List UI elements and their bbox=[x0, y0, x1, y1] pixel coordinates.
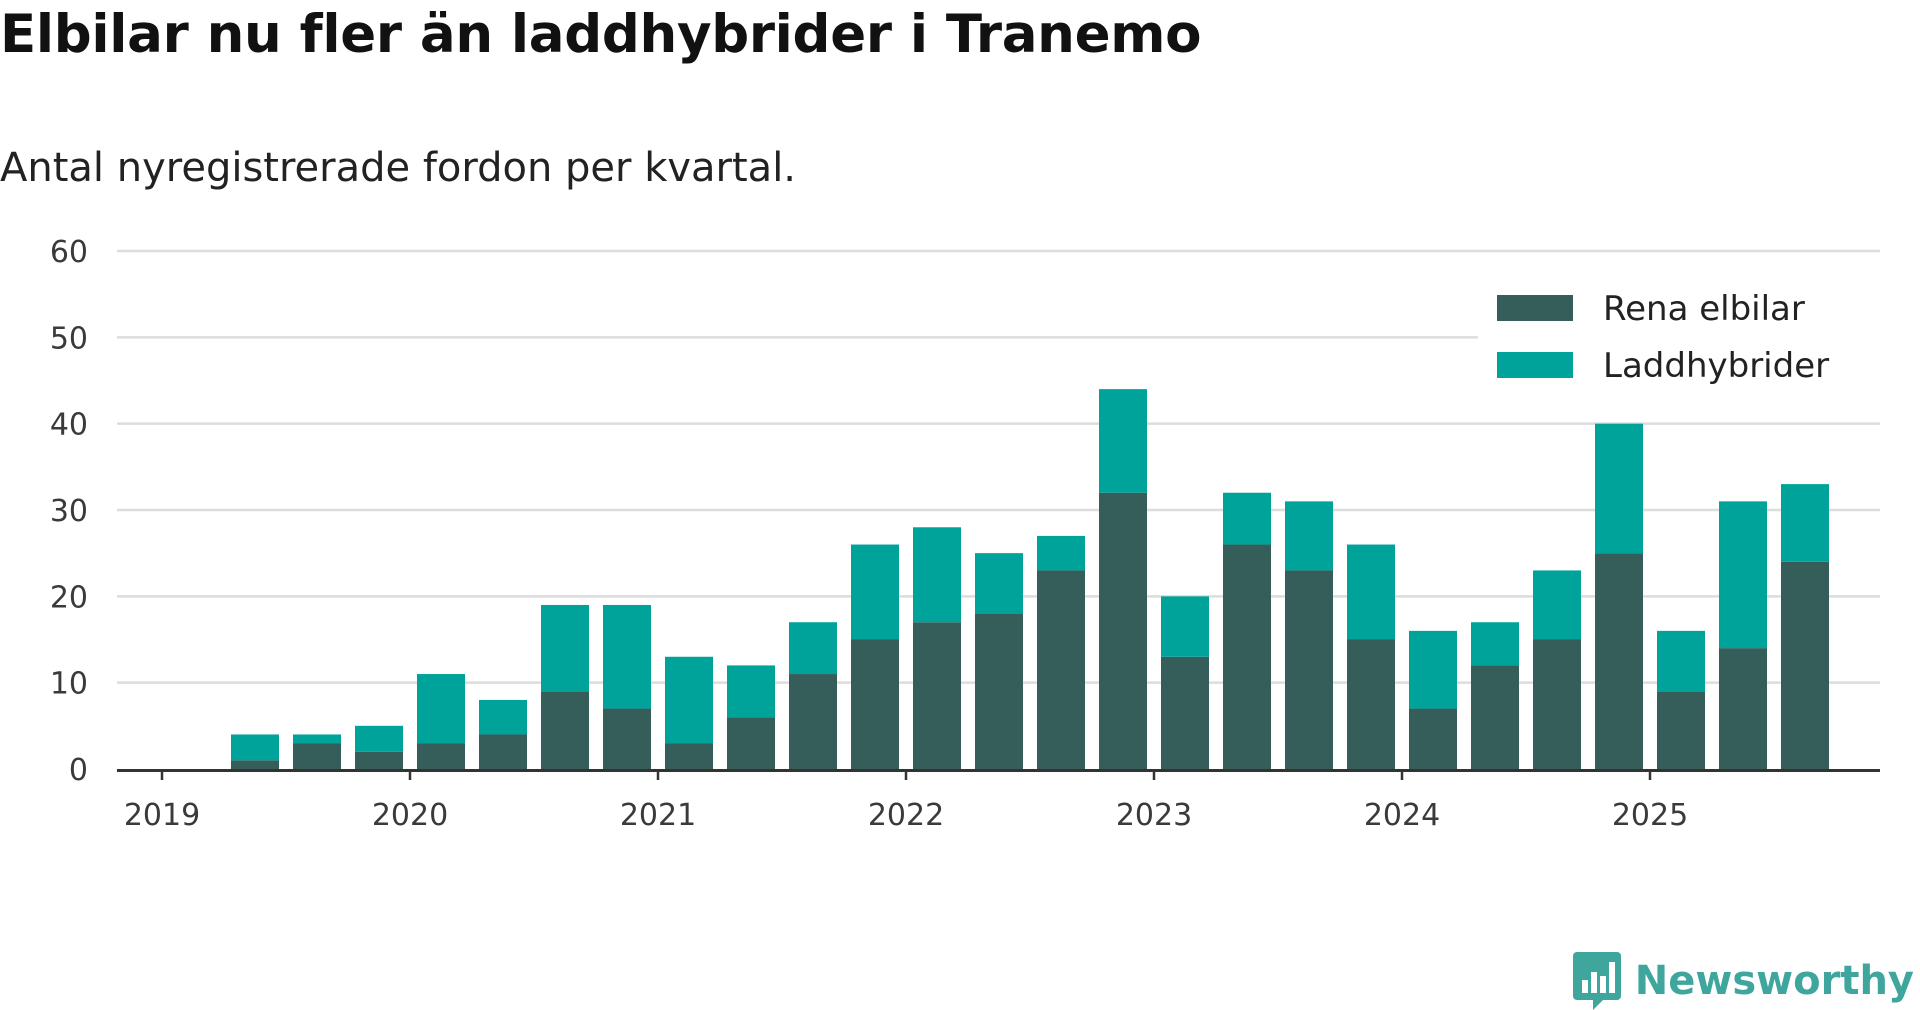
bars bbox=[231, 389, 1829, 769]
bar-rena-elbilar bbox=[1347, 639, 1395, 769]
bar-rena-elbilar bbox=[1285, 570, 1333, 769]
legend-label-laddhybrider: Laddhybrider bbox=[1603, 346, 1829, 386]
x-tick-label: 2019 bbox=[124, 798, 200, 833]
legend-swatch-rena-elbilar bbox=[1497, 295, 1573, 321]
bar-laddhybrider bbox=[975, 553, 1023, 614]
x-axis: 2019 2020 2021 2022 2023 2024 2025 bbox=[117, 769, 1880, 833]
bar-laddhybrider bbox=[1409, 630, 1457, 709]
bar-laddhybrider bbox=[1595, 423, 1643, 554]
bar-rena-elbilar bbox=[1719, 648, 1767, 769]
bar-rena-elbilar bbox=[665, 743, 713, 769]
bar-rena-elbilar bbox=[231, 760, 279, 769]
bar-laddhybrider bbox=[1223, 492, 1271, 545]
bar-rena-elbilar bbox=[975, 613, 1023, 769]
bar-laddhybrider bbox=[1037, 535, 1085, 571]
y-tick-label: 10 bbox=[50, 667, 88, 702]
bar-rena-elbilar bbox=[479, 734, 527, 769]
bar-rena-elbilar bbox=[913, 622, 961, 769]
bar-laddhybrider bbox=[1657, 630, 1705, 692]
legend-label-rena-elbilar: Rena elbilar bbox=[1603, 289, 1805, 329]
bar-rena-elbilar bbox=[1223, 544, 1271, 769]
y-tick-label: 40 bbox=[50, 408, 88, 443]
bar-rena-elbilar bbox=[789, 674, 837, 769]
brand-name: Newsworthy bbox=[1634, 958, 1914, 1004]
bar-rena-elbilar bbox=[1657, 691, 1705, 769]
bar-rena-elbilar bbox=[1595, 553, 1643, 769]
legend-swatch-laddhybrider bbox=[1497, 352, 1573, 378]
bar-rena-elbilar bbox=[541, 691, 589, 769]
bar-laddhybrider bbox=[293, 734, 341, 744]
y-tick-label: 0 bbox=[69, 753, 88, 788]
bar-laddhybrider bbox=[231, 734, 279, 761]
y-tick-label: 60 bbox=[50, 235, 88, 270]
y-tick-label: 50 bbox=[50, 321, 88, 356]
bar-laddhybrider bbox=[1781, 484, 1829, 562]
bar-laddhybrider bbox=[665, 656, 713, 744]
x-tick-label: 2020 bbox=[372, 798, 448, 833]
legend: Rena elbilar Laddhybrider bbox=[1478, 272, 1888, 394]
bar-laddhybrider bbox=[1533, 570, 1581, 640]
bar-laddhybrider bbox=[603, 604, 651, 709]
bar-rena-elbilar bbox=[1533, 639, 1581, 769]
bar-laddhybrider bbox=[1471, 622, 1519, 666]
newsworthy-logo-icon bbox=[1572, 952, 1621, 1010]
bar-rena-elbilar bbox=[603, 708, 651, 769]
bar-rena-elbilar bbox=[851, 639, 899, 769]
bar-laddhybrider bbox=[355, 725, 403, 752]
bar-laddhybrider bbox=[851, 544, 899, 640]
bar-rena-elbilar bbox=[1781, 561, 1829, 769]
bar-rena-elbilar bbox=[727, 717, 775, 769]
bar-laddhybrider bbox=[727, 665, 775, 718]
bar-rena-elbilar bbox=[1409, 708, 1457, 769]
bar-laddhybrider bbox=[1099, 389, 1147, 493]
bar-rena-elbilar bbox=[1471, 665, 1519, 769]
bar-laddhybrider bbox=[1285, 501, 1333, 571]
bar-laddhybrider bbox=[913, 527, 961, 623]
bar-rena-elbilar bbox=[293, 743, 341, 769]
y-tick-label: 20 bbox=[50, 580, 88, 615]
y-axis-ticks: 0 10 20 30 40 50 60 bbox=[50, 235, 88, 788]
x-tick-label: 2025 bbox=[1612, 798, 1688, 833]
bar-laddhybrider bbox=[479, 699, 527, 735]
bar-rena-elbilar bbox=[1161, 656, 1209, 769]
bar-rena-elbilar bbox=[1037, 570, 1085, 769]
x-tick-label: 2023 bbox=[1116, 798, 1192, 833]
newsworthy-brand: Newsworthy bbox=[1572, 952, 1914, 1010]
x-tick-label: 2024 bbox=[1364, 798, 1440, 833]
chart-subtitle: Antal nyregistrerade fordon per kvartal. bbox=[0, 145, 797, 191]
bar-laddhybrider bbox=[417, 674, 465, 744]
bar-rena-elbilar bbox=[417, 743, 465, 769]
bar-laddhybrider bbox=[1161, 596, 1209, 657]
bar-laddhybrider bbox=[541, 604, 589, 692]
x-tick-label: 2021 bbox=[620, 798, 696, 833]
bar-rena-elbilar bbox=[1099, 492, 1147, 769]
bar-rena-elbilar bbox=[355, 751, 403, 769]
bar-laddhybrider bbox=[1347, 544, 1395, 640]
chart-title: Elbilar nu fler än laddhybrider i Tranem… bbox=[0, 4, 1202, 65]
bar-laddhybrider bbox=[1719, 501, 1767, 649]
y-tick-label: 30 bbox=[50, 494, 88, 529]
x-tick-label: 2022 bbox=[868, 798, 944, 833]
bar-laddhybrider bbox=[789, 622, 837, 675]
